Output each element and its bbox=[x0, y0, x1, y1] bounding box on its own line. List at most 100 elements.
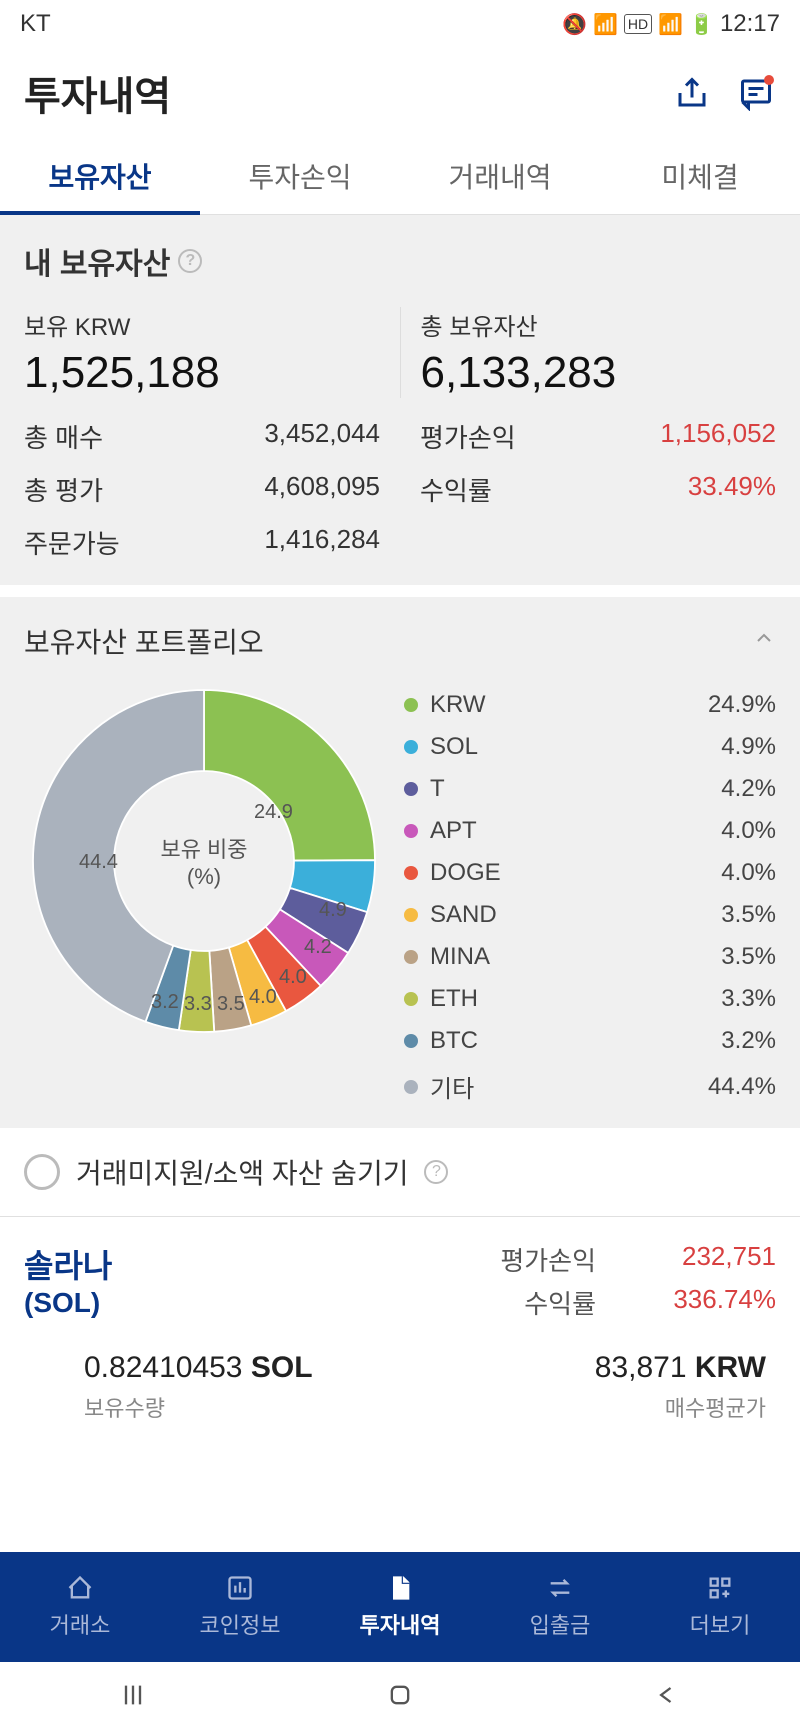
slice-label: 3.3 bbox=[184, 993, 212, 1016]
tab-open-orders[interactable]: 미체결 bbox=[600, 138, 800, 214]
legend-value: 3.3% bbox=[721, 985, 776, 1013]
amount-value: 0.82410453 SOL bbox=[84, 1351, 425, 1385]
holding-header: 솔라나 (SOL) 평가손익 232,751 수익률 336.74% bbox=[24, 1241, 776, 1327]
share-icon bbox=[674, 75, 710, 111]
tab-profit[interactable]: 투자손익 bbox=[200, 138, 400, 214]
center-label-1: 보유 비중 bbox=[160, 832, 247, 864]
holding-stats: 평가손익 232,751 수익률 336.74% bbox=[500, 1241, 776, 1327]
hide-toggle[interactable] bbox=[24, 1154, 60, 1190]
signal-icon: 📶 bbox=[658, 12, 683, 37]
nav-label: 입출금 bbox=[530, 1608, 591, 1640]
legend-item: SOL4.9% bbox=[404, 733, 776, 761]
message-button[interactable] bbox=[736, 73, 776, 113]
center-label-2: (%) bbox=[160, 864, 247, 890]
amount-label: 보유수량 bbox=[84, 1391, 425, 1423]
slice-label: 4.0 bbox=[249, 986, 277, 1009]
stat-value: 4,608,095 bbox=[264, 471, 380, 508]
mute-icon: 🔕 bbox=[562, 12, 587, 37]
legend-value: 4.0% bbox=[721, 817, 776, 845]
stat-label: 평가손익 bbox=[500, 1241, 596, 1278]
hide-label: 거래미지원/소액 자산 숨기기 bbox=[76, 1152, 408, 1192]
nav-exchange[interactable]: 거래소 bbox=[0, 1552, 160, 1662]
stats-left: 총 매수 3,452,044 총 평가 4,608,095 주문가능 1,416… bbox=[24, 418, 380, 561]
legend-label: MINA bbox=[430, 943, 721, 971]
page-title: 투자내역 bbox=[24, 64, 171, 122]
stat-value: 1,416,284 bbox=[264, 524, 380, 561]
legend-dot bbox=[404, 782, 418, 796]
legend-dot bbox=[404, 908, 418, 922]
holding-name-block: 솔라나 (SOL) bbox=[24, 1241, 112, 1327]
portfolio-section: 보유자산 포트폴리오 보유 비중 (%) 24.94.94.24.04.03.5… bbox=[0, 597, 800, 1128]
legend-dot bbox=[404, 950, 418, 964]
tab-history[interactable]: 거래내역 bbox=[400, 138, 600, 214]
assets-section: 내 보유자산 ? 보유 KRW 1,525,188 총 보유자산 6,133,2… bbox=[0, 215, 800, 585]
stat-available: 주문가능 1,416,284 bbox=[24, 524, 380, 561]
slice-label: 3.5 bbox=[217, 993, 245, 1016]
krw-label: 보유 KRW bbox=[24, 307, 380, 342]
amount-number: 0.82410453 bbox=[84, 1351, 243, 1384]
help-icon[interactable]: ? bbox=[178, 249, 202, 273]
legend-item: ETH3.3% bbox=[404, 985, 776, 1013]
share-button[interactable] bbox=[672, 73, 712, 113]
legend-item: BTC3.2% bbox=[404, 1027, 776, 1055]
balance-row: 보유 KRW 1,525,188 총 보유자산 6,133,283 bbox=[24, 307, 776, 398]
stat-value: 3,452,044 bbox=[264, 418, 380, 455]
slice-label: 4.2 bbox=[304, 936, 332, 959]
holding-return: 수익률 336.74% bbox=[500, 1284, 776, 1321]
chevron-up-icon bbox=[752, 625, 776, 657]
legend-label: DOGE bbox=[430, 859, 721, 887]
nav-coin-info[interactable]: 코인정보 bbox=[160, 1552, 320, 1662]
stats-grid: 총 매수 3,452,044 총 평가 4,608,095 주문가능 1,416… bbox=[24, 418, 776, 561]
legend-item: 기타44.4% bbox=[404, 1069, 776, 1104]
nav-investments[interactable]: 투자내역 bbox=[320, 1552, 480, 1662]
help-icon[interactable]: ? bbox=[424, 1160, 448, 1184]
legend-dot bbox=[404, 866, 418, 880]
tab-assets[interactable]: 보유자산 bbox=[0, 138, 200, 214]
legend-value: 24.9% bbox=[708, 691, 776, 719]
chart-center-label: 보유 비중 (%) bbox=[160, 832, 247, 890]
nav-more[interactable]: 더보기 bbox=[640, 1552, 800, 1662]
slice-label: 3.2 bbox=[151, 991, 179, 1014]
legend-value: 4.0% bbox=[721, 859, 776, 887]
legend-label: ETH bbox=[430, 985, 721, 1013]
legend-value: 3.2% bbox=[721, 1027, 776, 1055]
krw-balance: 보유 KRW 1,525,188 bbox=[24, 307, 401, 398]
back-button[interactable] bbox=[647, 1681, 687, 1716]
amount-unit: SOL bbox=[251, 1351, 313, 1384]
hide-section: 거래미지원/소액 자산 숨기기 ? bbox=[0, 1128, 800, 1217]
legend-dot bbox=[404, 740, 418, 754]
holding-name: 솔라나 bbox=[24, 1241, 112, 1287]
stat-value: 1,156,052 bbox=[660, 418, 776, 455]
legend-label: BTC bbox=[430, 1027, 721, 1055]
chart-icon bbox=[226, 1574, 254, 1602]
home-button[interactable] bbox=[380, 1681, 420, 1716]
wifi-icon: 📶 bbox=[593, 12, 618, 37]
price-value: 83,871 KRW bbox=[425, 1351, 766, 1385]
donut-chart-container: 보유 비중 (%) 24.94.94.24.04.03.53.33.244.4 bbox=[24, 681, 384, 1041]
legend-dot bbox=[404, 824, 418, 838]
holding-symbol: (SOL) bbox=[24, 1287, 112, 1319]
legend-label: KRW bbox=[430, 691, 708, 719]
nav-deposit[interactable]: 입출금 bbox=[480, 1552, 640, 1662]
notification-dot bbox=[764, 75, 774, 85]
stat-label: 수익률 bbox=[420, 471, 492, 508]
legend-value: 4.2% bbox=[721, 775, 776, 803]
legend-label: APT bbox=[430, 817, 721, 845]
time-label: 12:17 bbox=[720, 10, 780, 38]
slice-label: 4.0 bbox=[279, 966, 307, 989]
holding-profit: 평가손익 232,751 bbox=[500, 1241, 776, 1278]
home-icon bbox=[66, 1574, 94, 1602]
holding-item[interactable]: 솔라나 (SOL) 평가손익 232,751 수익률 336.74% 0.824… bbox=[0, 1217, 800, 1447]
recent-apps-button[interactable] bbox=[113, 1681, 153, 1716]
holding-amount: 0.82410453 SOL 보유수량 bbox=[24, 1351, 425, 1423]
stat-label: 총 매수 bbox=[24, 418, 103, 455]
legend-item: KRW24.9% bbox=[404, 691, 776, 719]
carrier-label: KT bbox=[20, 10, 51, 38]
portfolio-header[interactable]: 보유자산 포트폴리오 bbox=[24, 621, 776, 661]
legend-value: 3.5% bbox=[721, 901, 776, 929]
total-value: 6,133,283 bbox=[421, 348, 777, 398]
nav-label: 더보기 bbox=[690, 1608, 751, 1640]
tabs: 보유자산 투자손익 거래내역 미체결 bbox=[0, 138, 800, 215]
total-balance: 총 보유자산 6,133,283 bbox=[401, 307, 777, 398]
legend-label: SAND bbox=[430, 901, 721, 929]
